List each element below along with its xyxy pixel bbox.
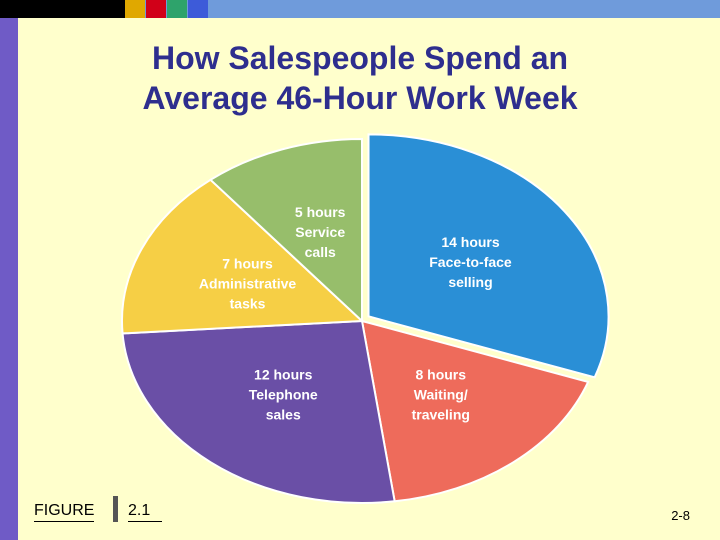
pie-slice-label-1: 8 hours Waiting/traveling [412,366,470,422]
title-line-2: Average 46-Hour Work Week [142,80,578,116]
title-line-1: How Salespeople Spend an [151,40,569,76]
figure-number-wrap: 2.1 [128,502,162,522]
pie-slice-1 [360,319,590,503]
swatch-gold [125,0,145,18]
pie-slice-label-line: 8 hours [415,366,466,382]
pie-slice-label-line: Service [295,224,345,240]
pie-slice-label-line: sales [266,406,301,422]
pie-slice-0 [367,133,610,379]
top-accent-bar-dark [0,0,125,18]
slide-title: How Salespeople Spend an Average 46-Hour… [18,38,702,118]
pie-slice-label-3: 7 hours Administrative tasks [199,255,296,311]
pie-slice-label-line: Telephone [249,386,318,402]
pie-slice-label-line: tasks [230,295,266,311]
pie-slice-label-line: traveling [412,406,470,422]
page-number: 2-8 [671,508,690,523]
pie-slice-label-line: calls [305,244,336,260]
pie-slice-label-0: 14 hours Face-to-face selling [429,234,512,290]
pie-slice-label-2: 12 hours Telephone sales [249,366,318,422]
figure-separator [113,496,118,522]
pie-slice-label-line: Face-to-face [429,254,512,270]
pie-slice-3 [121,178,365,335]
pie-slice-4 [208,137,363,324]
pie-slice-label-line: Administrative [199,275,296,291]
pie-slice-label-line: 7 hours [222,255,273,271]
pie-slice-label-line: 5 hours [295,204,346,220]
figure-label: FIGURE [34,502,95,522]
pie-slice-label-line: 14 hours [441,234,500,250]
swatch-green [167,0,187,18]
figure-number: 2.1 [128,502,162,522]
pie-slice-label-4: 5 hours Service calls [295,204,346,260]
pie-slice-2 [121,319,396,504]
figure-word: FIGURE [34,502,95,522]
swatch-red [146,0,166,18]
pie-slice-label-line: Waiting/ [414,386,468,402]
left-accent-band [0,0,18,540]
pie-slice-label-line: selling [448,274,492,290]
swatch-blue [188,0,208,18]
pie-slice-label-line: 12 hours [254,366,313,382]
